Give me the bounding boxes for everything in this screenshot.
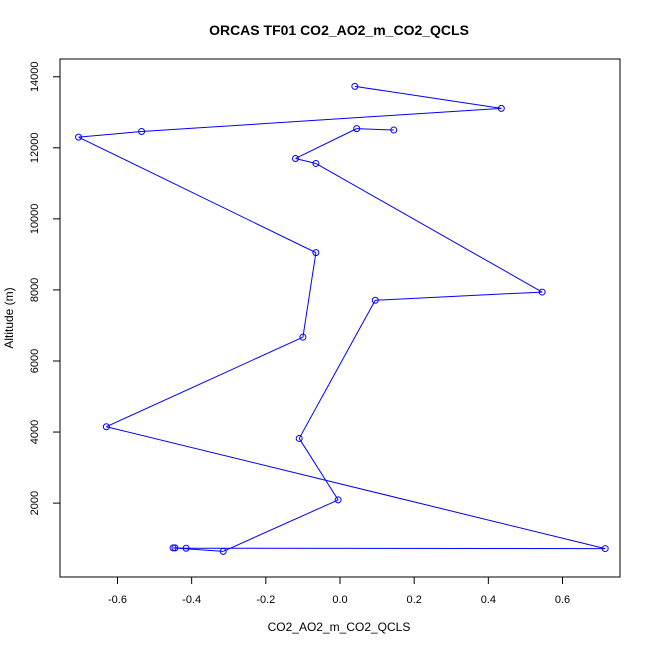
series-segment xyxy=(315,163,543,293)
data-point xyxy=(291,154,299,162)
y-axis: 2000 4000 6000 8000 10000 12000 14000 xyxy=(29,61,61,515)
series-segment xyxy=(375,291,543,301)
data-point xyxy=(75,133,83,141)
x-tick-label: -0.4 xyxy=(182,594,201,606)
x-tick-label: 0.6 xyxy=(555,594,570,606)
data-point xyxy=(351,82,359,90)
series-segment xyxy=(173,547,224,552)
y-tick-label: 4000 xyxy=(29,420,41,444)
y-tick-label: 8000 xyxy=(29,278,41,302)
series-layer xyxy=(75,82,609,555)
x-axis-label: CO2_AO2_m_CO2_QCLS xyxy=(268,620,411,634)
series-segment xyxy=(141,107,502,132)
series-segment xyxy=(354,85,502,109)
y-tick-label: 10000 xyxy=(29,204,41,235)
x-axis: -0.6 -0.4 -0.2 0.0 0.2 0.4 0.6 xyxy=(108,576,570,606)
y-tick-label: 2000 xyxy=(29,491,41,515)
x-tick-label: -0.6 xyxy=(108,594,127,606)
data-point xyxy=(390,126,398,134)
data-point xyxy=(334,496,342,504)
series-segment xyxy=(222,499,339,552)
x-tick-label: -0.2 xyxy=(256,594,275,606)
data-point xyxy=(312,249,320,257)
series-segment xyxy=(302,252,317,338)
series-segment xyxy=(295,128,357,159)
data-point xyxy=(497,104,505,112)
series-segment xyxy=(78,136,317,254)
data-point xyxy=(601,545,609,553)
data-point xyxy=(102,423,110,431)
chart-title: ORCAS TF01 CO2_AO2_m_CO2_QCLS xyxy=(209,22,469,38)
y-tick-label: 6000 xyxy=(29,349,41,373)
data-point xyxy=(312,159,320,167)
x-tick-label: 0.4 xyxy=(481,594,496,606)
data-point xyxy=(171,544,179,552)
data-point xyxy=(138,127,146,135)
data-point xyxy=(169,544,177,552)
data-point xyxy=(353,125,361,133)
data-point xyxy=(219,547,227,555)
data-point xyxy=(371,296,379,304)
data-point xyxy=(295,434,303,442)
series-segment xyxy=(298,299,376,439)
series-segment xyxy=(106,426,606,550)
series-segment xyxy=(78,130,142,138)
series-segment xyxy=(106,336,304,428)
data-point xyxy=(299,333,307,341)
series-segment xyxy=(298,438,339,501)
x-tick-label: 0.2 xyxy=(407,594,422,606)
series-segment xyxy=(356,128,394,131)
data-point xyxy=(182,544,190,552)
data-point xyxy=(538,288,546,296)
x-tick-label: 0.0 xyxy=(332,594,347,606)
y-tick-label: 12000 xyxy=(29,133,41,164)
y-tick-label: 14000 xyxy=(29,61,41,92)
y-axis-label: Altitude (m) xyxy=(2,287,16,348)
